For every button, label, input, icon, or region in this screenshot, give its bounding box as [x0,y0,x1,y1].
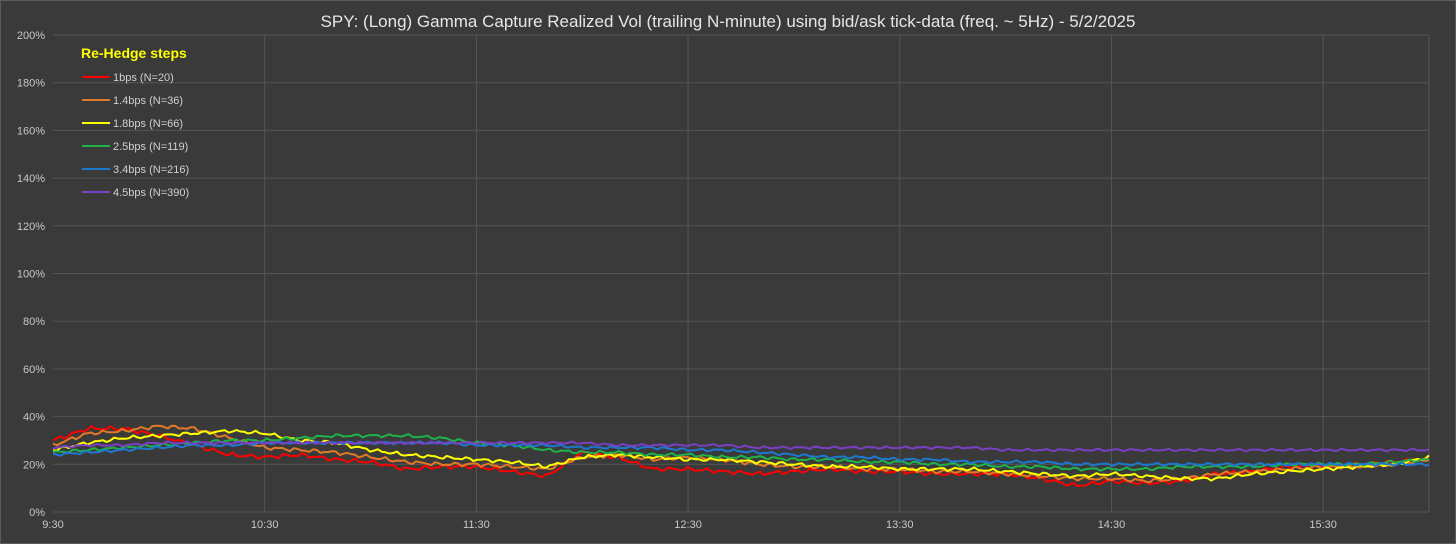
y-tick-label: 160% [17,125,45,137]
series-line [52,433,1430,472]
y-tick-label: 40% [23,412,45,424]
y-tick-label: 180% [17,78,45,90]
x-tick-label: 10:30 [251,519,279,531]
x-tick-label: 15:30 [1309,519,1337,531]
y-tick-label: 80% [23,316,45,328]
x-tick-label: 13:30 [886,519,914,531]
legend-label: 4.5bps (N=390) [113,187,189,199]
y-tick-label: 60% [23,364,45,376]
legend-label: 1.4bps (N=36) [113,95,183,107]
legend-label: 3.4bps (N=216) [113,164,189,176]
grid [53,34,1430,513]
legend-title: Re-Hedge steps [81,45,187,61]
y-tick-label: 120% [17,221,45,233]
legend-label: 1bps (N=20) [113,72,174,84]
y-tick-label: 0% [29,507,45,519]
legend-label: 1.8bps (N=66) [113,118,183,130]
y-tick-label: 200% [17,30,45,42]
chart-title: SPY: (Long) Gamma Capture Realized Vol (… [321,12,1136,31]
y-tick-label: 100% [17,269,45,281]
series-lines [52,424,1430,487]
legend-label: 2.5bps (N=119) [113,141,188,153]
legend: Re-Hedge steps 1bps (N=20) 1.4bps (N=36) 1… [81,45,189,199]
x-tick-label: 12:30 [674,519,702,531]
y-tick-label: 140% [17,173,45,185]
x-tick-label: 11:30 [463,519,490,531]
axis-labels: 0% 20% 40% 60% 80% 100% 120% 140% 160% 180% 200% 9:… [17,30,1337,531]
x-tick-label: 14:30 [1098,519,1126,531]
x-tick-label: 9:30 [42,519,63,531]
series-line [52,440,1430,453]
y-tick-label: 20% [23,459,45,471]
